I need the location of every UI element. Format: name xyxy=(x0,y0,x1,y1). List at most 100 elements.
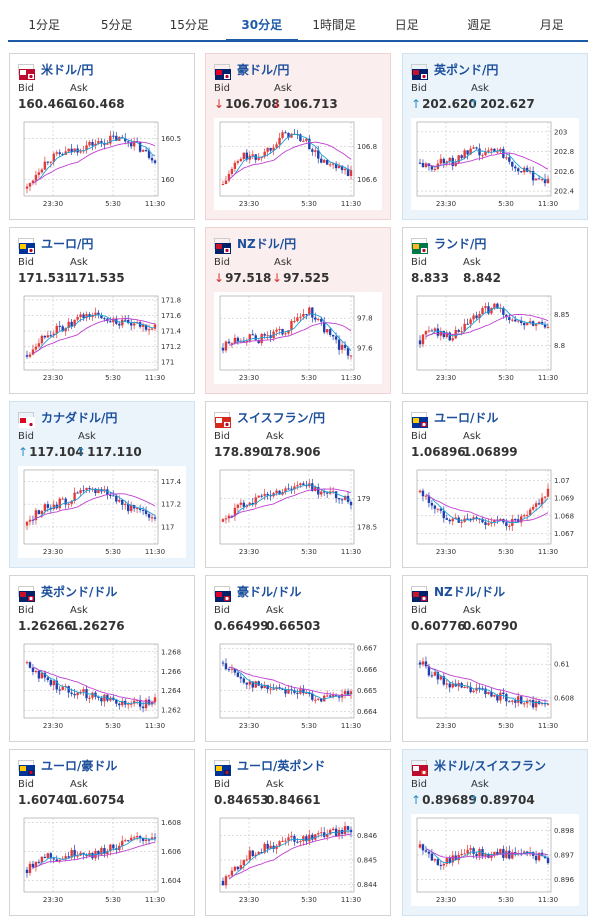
pair-header: スイスフラン/円 xyxy=(214,409,326,428)
bid-value: 1.60740 xyxy=(18,793,73,807)
tab-4[interactable]: 1時間足 xyxy=(312,18,357,32)
candle-body xyxy=(418,662,422,665)
candle-body xyxy=(28,354,32,357)
pair-card[interactable]: 豪ドル/ドル Bid Ask 0.66499 0.66503 0.667 0.666 0.66… xyxy=(205,575,391,742)
bid-value-text: 117.104 xyxy=(29,445,84,459)
candle-body xyxy=(451,338,454,341)
candle-body xyxy=(484,151,487,156)
tab-6[interactable]: 週足 xyxy=(467,18,492,32)
candle-body xyxy=(340,165,344,171)
candle-body xyxy=(46,161,50,163)
candle-body xyxy=(546,327,550,329)
candle-body xyxy=(55,325,58,334)
pair-name-link[interactable]: ユーロ/ドル xyxy=(434,410,499,425)
price-chart[interactable]: 203 202.8 202.6 202.4 23:30 5:30 11:30 xyxy=(411,118,579,210)
price-chart[interactable]: 0.667 0.666 0.665 0.664 23:30 5:30 11:30 xyxy=(214,640,382,732)
price-chart[interactable]: 179 178.5 23:30 5:30 11:30 xyxy=(214,466,382,558)
pair-name-link[interactable]: ユーロ/英ポンド xyxy=(237,758,326,773)
pair-card[interactable]: NZドル/ドル Bid Ask 0.60776 0.60790 0.61 0.608 23:3… xyxy=(402,575,588,742)
ask-label: Ask xyxy=(266,431,284,442)
arrow-down-icon: ↓ xyxy=(272,271,283,285)
candle-body xyxy=(61,686,64,690)
candle-body xyxy=(25,662,29,664)
pair-card[interactable]: ユーロ/ドル Bid Ask 1.06896 1.06899 1.07 1.069 1.068… xyxy=(402,401,588,568)
candle-body xyxy=(91,142,94,146)
candle-body xyxy=(103,318,106,320)
ask-value: ↓97.525 xyxy=(272,271,329,285)
tab-0[interactable]: 1分足 xyxy=(28,18,61,32)
tab-5[interactable]: 日足 xyxy=(394,18,419,32)
candle-body xyxy=(153,160,157,163)
pair-card[interactable]: 米ドル/スイスフラン Bid Ask ↑0.89689 ↑0.89704 0.898 0.8… xyxy=(402,749,588,916)
tab-2[interactable]: 15分足 xyxy=(169,18,209,32)
tab-7[interactable]: 月足 xyxy=(539,18,564,32)
y-tick-label: 171.6 xyxy=(161,312,182,320)
pair-name-link[interactable]: 英ポンド/ドル xyxy=(41,584,118,599)
price-chart[interactable]: 106.8 106.6 23:30 5:30 11:30 xyxy=(214,118,382,210)
candle-body xyxy=(233,866,237,871)
pair-name-link[interactable]: カナダドル/円 xyxy=(41,410,118,425)
candle-body xyxy=(517,696,520,703)
candle-body xyxy=(97,312,100,316)
price-chart[interactable]: 97.8 97.6 23:30 5:30 11:30 xyxy=(214,292,382,384)
price-chart[interactable]: 117.4 117.2 117 23:30 5:30 11:30 xyxy=(18,466,186,558)
pair-card[interactable]: カナダドル/円 Bid Ask ↑117.104 ↑117.110 117.4 117.2 1… xyxy=(9,401,195,568)
price-chart[interactable]: 0.61 0.608 23:30 5:30 11:30 xyxy=(411,640,579,732)
pair-card[interactable]: スイスフラン/円 Bid Ask 178.890 178.906 179 178.5 23:3… xyxy=(205,401,391,568)
pair-name-link[interactable]: 英ポンド/円 xyxy=(434,62,499,77)
candle-body xyxy=(484,522,487,525)
pair-card[interactable]: 豪ドル/円 Bid Ask ↓106.708 ↓106.713 106.8 106.6 23:… xyxy=(205,53,391,220)
candle-body xyxy=(254,497,257,505)
long-ma-line xyxy=(228,833,352,880)
pair-card[interactable]: ユーロ/豪ドル Bid Ask 1.60740 1.60754 1.608 1.606 1.6… xyxy=(9,749,195,916)
pair-card[interactable]: 英ポンド/円 Bid Ask ↑202.620 ↑202.627 203 202.8 202.… xyxy=(402,53,588,220)
candle-body xyxy=(251,154,254,156)
pair-name-link[interactable]: 豪ドル/ドル xyxy=(237,584,302,599)
price-chart[interactable]: 1.608 1.606 1.604 23:30 5:30 11:30 xyxy=(18,814,186,906)
candle-body xyxy=(346,826,350,830)
price-chart[interactable]: 0.846 0.845 0.844 23:30 5:30 11:30 xyxy=(214,814,382,906)
price-chart[interactable]: 171.8 171.6 171.4 171.2 171 23:30 5:30 11:30 xyxy=(18,292,186,384)
candle-body xyxy=(43,335,47,338)
tab-1[interactable]: 5分足 xyxy=(100,18,133,32)
candle-body xyxy=(34,861,38,868)
pair-name-link[interactable]: NZドル/ドル xyxy=(434,584,506,599)
pair-card[interactable]: 米ドル/円 Bid Ask 160.466 160.468 160.5 160 23:30 5:… xyxy=(9,53,195,220)
pair-name-link[interactable]: スイスフラン/円 xyxy=(237,410,326,425)
candle-body xyxy=(115,135,118,141)
y-tick-label: 179 xyxy=(357,495,370,503)
candle-body xyxy=(320,158,323,163)
candle-body xyxy=(67,321,70,328)
price-chart[interactable]: 160.5 160 23:30 5:30 11:30 xyxy=(18,118,186,210)
price-chart[interactable]: 1.268 1.266 1.264 1.262 23:30 5:30 11:30 xyxy=(18,640,186,732)
pair-card[interactable]: NZドル/円 Bid Ask ↓97.518 ↓97.525 97.8 97.6 23:30 5… xyxy=(205,227,391,394)
pair-name-link[interactable]: 米ドル/円 xyxy=(41,62,94,77)
x-tick-label: 5:30 xyxy=(301,548,317,556)
pair-card[interactable]: ユーロ/英ポンド Bid Ask 0.84653 0.84661 0.846 0.845 0.… xyxy=(205,749,391,916)
price-chart[interactable]: 0.898 0.897 0.896 23:30 5:30 11:30 xyxy=(411,814,579,906)
price-chart[interactable]: 1.07 1.069 1.068 1.067 23:30 5:30 11:30 xyxy=(411,466,579,558)
candle-body xyxy=(475,517,478,519)
candle-body xyxy=(293,690,296,693)
candle-body xyxy=(514,518,517,520)
candle-body xyxy=(230,168,234,174)
pair-name-link[interactable]: ユーロ/円 xyxy=(41,236,94,251)
price-chart[interactable]: 8.85 8.8 23:30 5:30 11:30 xyxy=(411,292,579,384)
pair-header: NZドル/円 xyxy=(214,235,297,254)
pair-name-link[interactable]: ユーロ/豪ドル xyxy=(41,758,118,773)
pair-name-link[interactable]: 豪ドル/円 xyxy=(237,62,290,77)
candle-body xyxy=(73,849,76,857)
tab-3[interactable]: 30分足 xyxy=(225,8,298,42)
pair-card[interactable]: ユーロ/円 Bid Ask 171.531 171.535 171.8 171.6 171.4… xyxy=(9,227,195,394)
pair-name-link[interactable]: ランド/円 xyxy=(434,236,487,251)
candle-body xyxy=(144,510,148,515)
candle-body xyxy=(150,157,154,161)
pair-card[interactable]: ランド/円 Bid Ask 8.833 8.842 8.85 8.8 23:30 5:30 11:… xyxy=(402,227,588,394)
candle-body xyxy=(311,483,314,491)
candle-body xyxy=(260,851,263,853)
candle-body xyxy=(472,690,475,693)
candle-body xyxy=(260,495,263,497)
pair-card[interactable]: 英ポンド/ドル Bid Ask 1.26266 1.26276 1.268 1.266 1.2… xyxy=(9,575,195,742)
pair-name-link[interactable]: NZドル/円 xyxy=(237,236,297,251)
pair-name-link[interactable]: 米ドル/スイスフラン xyxy=(434,758,547,773)
